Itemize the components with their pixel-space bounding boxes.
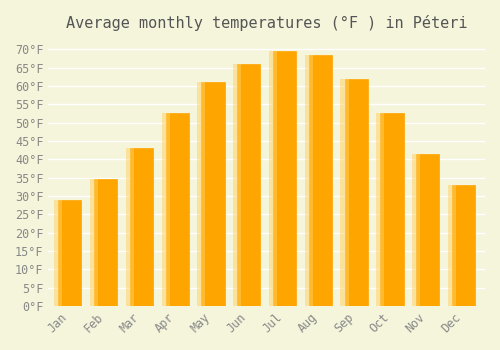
Bar [376,113,384,306]
Bar [94,179,118,306]
Bar [126,148,134,306]
Bar [54,199,62,306]
Bar [304,55,313,306]
Title: Average monthly temperatures (°F ) in Péteri: Average monthly temperatures (°F ) in Pé… [66,15,468,31]
Bar [416,154,440,306]
Bar [162,113,170,306]
Bar [380,113,404,306]
Bar [130,148,153,306]
Bar [202,82,224,306]
Bar [448,185,456,306]
Bar [412,154,420,306]
Bar [90,179,98,306]
Bar [233,64,241,306]
Bar [452,185,475,306]
Bar [273,51,296,306]
Bar [269,51,277,306]
Bar [166,113,189,306]
Bar [237,64,260,306]
Bar [58,199,82,306]
Bar [198,82,205,306]
Bar [344,78,368,306]
Bar [340,78,348,306]
Bar [308,55,332,306]
